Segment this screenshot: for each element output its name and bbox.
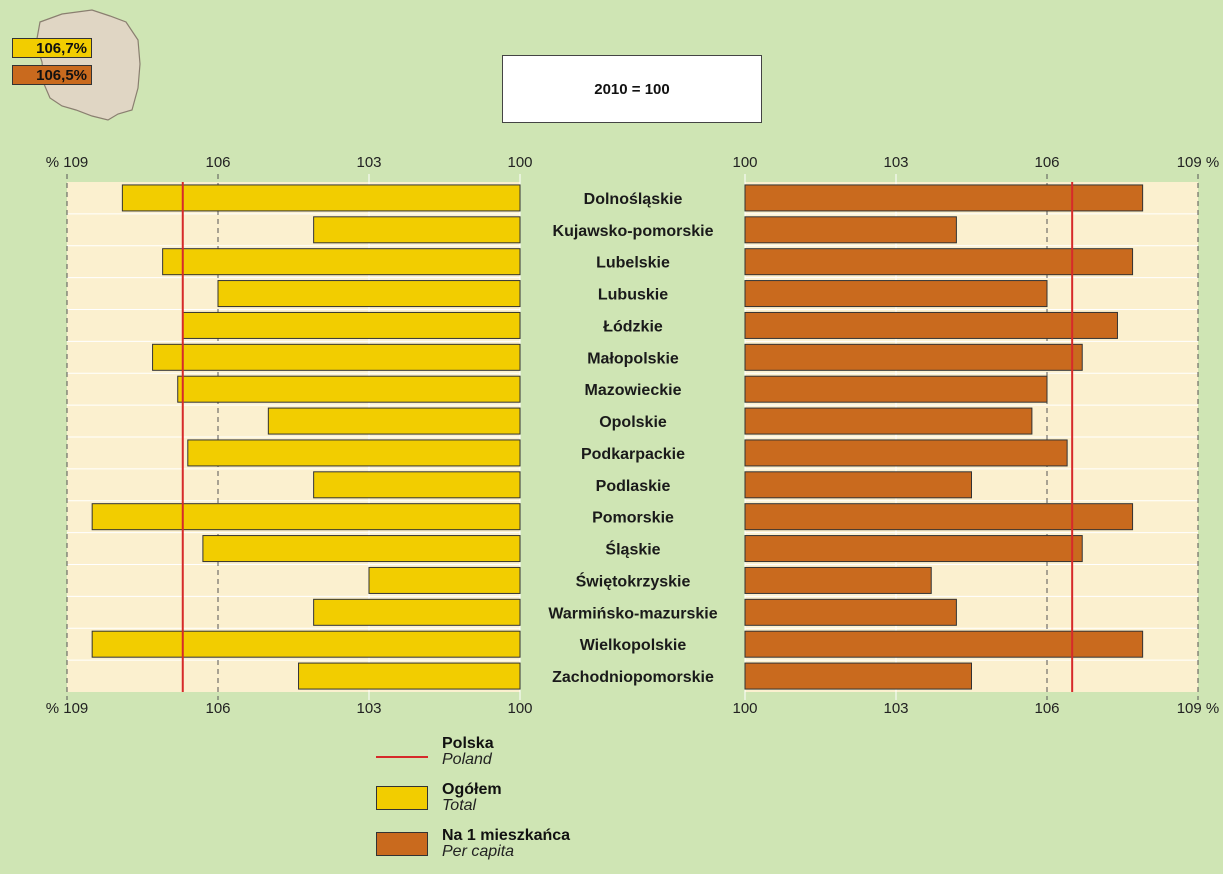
- tick-label-right-top: 109 %: [1177, 154, 1220, 171]
- region-label: Lubuskie: [598, 287, 668, 304]
- region-label: Opolskie: [599, 414, 667, 431]
- tick-label-left-bottom: 106: [205, 700, 230, 717]
- tick-label-right-bottom: 106: [1034, 700, 1059, 717]
- bar-per-capita: [744, 471, 972, 499]
- region-label: Podlaskie: [596, 478, 671, 495]
- region-label: Śląskie: [605, 540, 660, 559]
- legend-item-polska: Polska Poland: [376, 736, 676, 782]
- bar-per-capita: [744, 630, 1144, 658]
- region-label: Małopolskie: [587, 350, 679, 367]
- bar-total: [187, 439, 521, 467]
- tick-label-left-top: 103: [356, 154, 381, 171]
- bar-per-capita: [744, 343, 1083, 371]
- tick-label-right-top: 106: [1034, 154, 1059, 171]
- bar-total: [182, 311, 521, 339]
- tick-label-left-bottom: 100: [507, 700, 532, 717]
- region-label: Pomorskie: [592, 510, 674, 527]
- bar-total: [152, 343, 521, 371]
- tick-label-left-bottom: 103: [356, 700, 381, 717]
- legend-total-swatch: [376, 786, 428, 810]
- legend-polska-line: [376, 756, 428, 758]
- legend-total-label-en: Total: [442, 797, 477, 814]
- tick-label-right-bottom: 100: [732, 700, 757, 717]
- region-label: Zachodniopomorskie: [552, 669, 714, 686]
- legend-per-capita-label: Na 1 mieszkańca: [442, 827, 571, 844]
- map-badge-total: 106,7%: [12, 38, 92, 58]
- tick-label-right-top: 100: [732, 154, 757, 171]
- legend-per-capita-label-en: Per capita: [442, 843, 515, 860]
- bar-per-capita: [744, 439, 1068, 467]
- region-label: Warmińsko-mazurskie: [548, 605, 717, 622]
- base-year-label: 2010 = 100: [502, 55, 762, 123]
- bar-total: [202, 535, 521, 563]
- region-label: Lubelskie: [596, 255, 670, 272]
- bar-per-capita: [744, 662, 972, 690]
- tick-label-left-bottom: % 109: [46, 700, 89, 717]
- bar-per-capita: [744, 566, 932, 594]
- tick-label-left-top: 106: [205, 154, 230, 171]
- bar-per-capita: [744, 375, 1048, 403]
- bar-total: [121, 184, 521, 212]
- bar-per-capita: [744, 184, 1144, 212]
- tick-label-right-top: 103: [883, 154, 908, 171]
- region-label: Mazowieckie: [585, 382, 682, 399]
- tick-label-right-bottom: 103: [883, 700, 908, 717]
- legend: Polska Poland Ogółem Total Na 1 mieszkań…: [376, 736, 676, 874]
- tick-label-left-top: % 109: [46, 154, 89, 171]
- bar-total: [217, 280, 521, 308]
- bar-per-capita: [744, 598, 957, 626]
- region-label: Kujawsko-pomorskie: [553, 223, 714, 240]
- bar-total: [91, 630, 521, 658]
- legend-per-capita-swatch: [376, 832, 428, 856]
- bar-per-capita: [744, 535, 1083, 563]
- bar-total: [313, 598, 521, 626]
- legend-polska-label: Polska: [442, 735, 494, 752]
- legend-item-per-capita: Na 1 mieszkańca Per capita: [376, 828, 676, 874]
- region-label: Dolnośląskie: [584, 191, 683, 208]
- map-badge-per-capita: 106,5%: [12, 65, 92, 85]
- bar-total: [298, 662, 521, 690]
- legend-polska-label-en: Poland: [442, 751, 492, 768]
- region-label: Podkarpackie: [581, 446, 685, 463]
- bar-total: [91, 503, 521, 531]
- bar-total: [177, 375, 521, 403]
- tick-label-right-bottom: 109 %: [1177, 700, 1220, 717]
- bar-total: [267, 407, 521, 435]
- legend-item-total: Ogółem Total: [376, 782, 676, 828]
- region-label: Wielkopolskie: [580, 637, 687, 654]
- region-label: Świętokrzyskie: [576, 571, 691, 590]
- bar-per-capita: [744, 248, 1134, 276]
- bar-per-capita: [744, 216, 957, 244]
- bar-total: [368, 566, 521, 594]
- legend-total-label: Ogółem: [442, 781, 502, 798]
- bar-per-capita: [744, 503, 1134, 531]
- bar-per-capita: [744, 407, 1033, 435]
- tick-label-left-top: 100: [507, 154, 532, 171]
- bar-total: [162, 248, 521, 276]
- bar-total: [313, 471, 521, 499]
- bar-total: [313, 216, 521, 244]
- region-label: Łódzkie: [603, 318, 663, 335]
- bar-per-capita: [744, 280, 1048, 308]
- bar-per-capita: [744, 311, 1118, 339]
